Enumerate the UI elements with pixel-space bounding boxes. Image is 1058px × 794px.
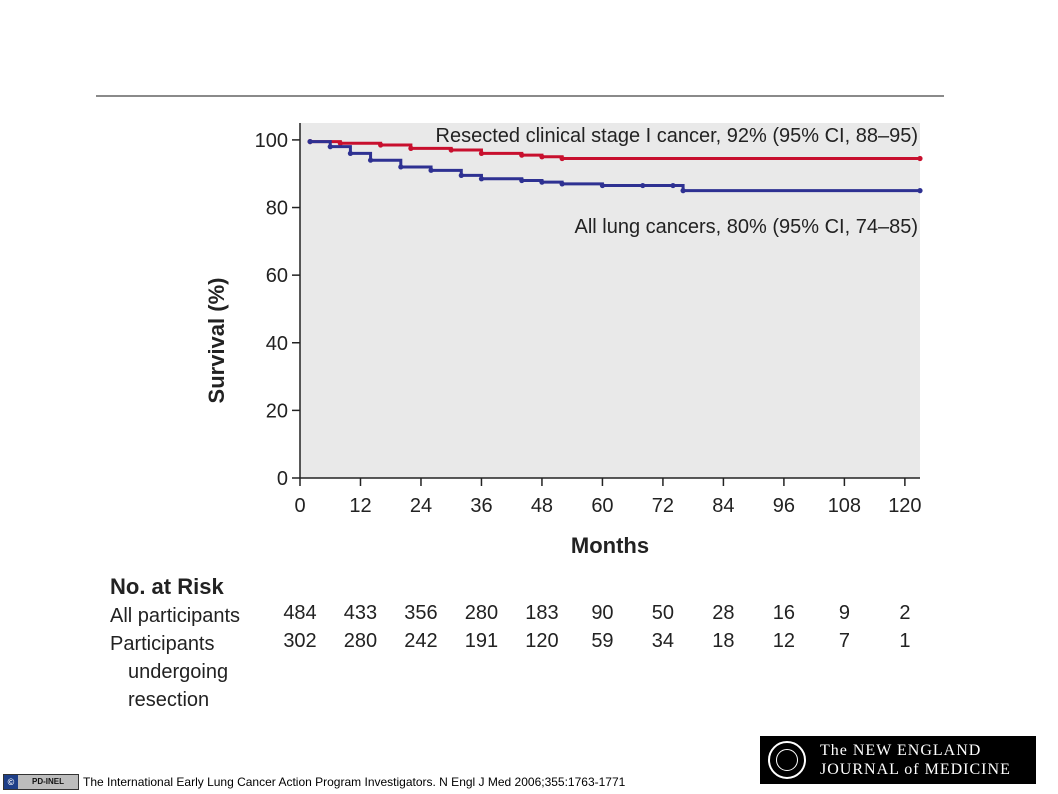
y-axis-title: Survival (%) [204,278,229,404]
risk-value: 302 [283,630,317,652]
risk-row-label-resection-1: Participants [110,633,215,655]
risk-value: 12 [772,630,796,652]
survival-point-2 [640,182,646,189]
risk-value: 242 [404,630,438,652]
survival-point-2 [307,138,313,145]
risk-value: 28 [712,602,735,624]
survival-point-2 [519,177,525,184]
x-axis-title: Months [571,533,649,558]
risk-value: 280 [464,602,499,624]
survival-point-2 [539,179,545,185]
risk-value: 120 [525,630,559,652]
survival-point-2 [367,157,374,163]
x-tick-label: 60 [591,495,613,517]
journal-name-line2: JOURNAL of MEDICINE [820,761,1011,778]
x-tick-label: 72 [652,495,674,517]
risk-value: 191 [464,630,499,652]
survival-point-1 [559,155,565,162]
citation-text: The International Early Lung Cancer Acti… [83,774,626,789]
journal-logo: The NEW ENGLAND JOURNAL of MEDICINE [760,736,1036,784]
survival-point-1 [448,147,454,153]
risk-row-label-resection-3: resection [128,689,210,711]
copyright-icon: © [4,774,18,789]
survival-point-2 [599,182,606,189]
plot-area [300,123,920,478]
credit-line: © PD-INEL The International Early Lung C… [0,773,625,790]
risk-value: 1 [899,630,911,652]
survival-curve-1 [310,140,920,160]
risk-value: 16 [772,602,796,624]
x-tick-label: 48 [531,495,553,517]
risk-value: 9 [838,602,850,624]
survival-point-1 [519,152,525,158]
top-divider [96,95,944,97]
survival-point-1 [917,155,923,162]
survival-point-1 [478,150,485,157]
risk-value: 356 [404,602,438,624]
x-tick-label: 84 [712,495,734,517]
survival-point-2 [428,167,434,173]
x-tick-label: 12 [349,495,371,517]
license-badge: © PD-INEL [3,773,79,790]
journal-seal-icon [768,741,806,779]
survival-point-1 [337,140,343,146]
x-tick-label: 96 [773,495,795,517]
y-tick-label: 60 [266,265,288,287]
survival-point-1 [378,142,384,148]
y-tick-label: 80 [266,198,288,220]
survival-chart: 0 20 40 60 80 100 0 12 24 36 48 60 72 84 96 108 120 Month… [204,123,923,558]
x-tick-label: 108 [828,495,861,517]
risk-value: 34 [651,630,675,652]
y-tick-label: 0 [277,468,288,490]
x-tick-label: 36 [470,495,492,517]
risk-table-title: No. at Risk [110,574,224,599]
risk-value: 433 [343,602,378,624]
risk-value: 280 [343,630,378,652]
x-tick-label: 0 [294,495,305,517]
survival-point-2 [347,150,354,157]
survival-point-2 [478,176,485,182]
risk-value: 2 [899,602,911,624]
journal-name-line1: The NEW ENGLAND [820,742,982,759]
risk-value: 59 [591,630,614,652]
risk-row-label-resection-2: undergoing [128,661,229,683]
y-tick-label: 100 [255,130,288,152]
risk-value: 183 [525,602,559,624]
series-label-resected: Resected clinical stage I cancer, 92% (9… [436,125,918,147]
risk-value: 18 [712,630,735,652]
y-tick-label: 20 [266,400,288,422]
x-tick-label: 24 [410,495,432,517]
risk-value: 484 [283,602,317,624]
risk-row-label-all: All participants [110,605,241,627]
risk-value: 7 [838,630,850,652]
survival-point-2 [917,188,923,194]
survival-point-2 [559,181,565,187]
x-tick-label: 120 [888,495,921,517]
survival-point-1 [539,154,545,160]
survival-point-2 [398,164,404,170]
license-label: PD-INEL [18,774,78,789]
y-tick-label: 40 [266,333,288,355]
survival-point-2 [670,182,676,189]
survival-point-2 [680,188,686,194]
survival-point-2 [458,172,464,179]
risk-value: 90 [591,602,614,624]
survival-point-2 [327,144,333,150]
survival-point-1 [408,145,414,151]
risk-value: 50 [651,602,675,624]
series-label-all: All lung cancers, 80% (95% CI, 74–85) [574,216,918,238]
